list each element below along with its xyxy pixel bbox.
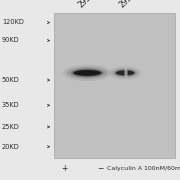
Text: 293: 293 [118,0,134,10]
Ellipse shape [124,67,128,78]
Text: 20KD: 20KD [2,144,20,150]
Text: Calyculin A 100nM/60min: Calyculin A 100nM/60min [107,166,180,171]
Text: 25KD: 25KD [2,124,20,130]
Text: 35KD: 35KD [2,102,19,108]
Ellipse shape [67,67,108,79]
Ellipse shape [74,70,101,76]
Ellipse shape [73,70,102,76]
Ellipse shape [116,71,134,75]
Text: 120KD: 120KD [2,19,24,26]
Ellipse shape [114,69,136,76]
Ellipse shape [71,69,104,77]
Ellipse shape [116,70,134,76]
Text: 90KD: 90KD [2,37,19,44]
Ellipse shape [112,68,139,78]
Text: 50KD: 50KD [2,77,20,83]
Ellipse shape [109,66,141,80]
FancyBboxPatch shape [54,13,175,158]
Text: −: − [97,164,103,173]
Ellipse shape [63,65,112,81]
Text: 293: 293 [76,0,93,10]
Text: +: + [61,164,67,173]
